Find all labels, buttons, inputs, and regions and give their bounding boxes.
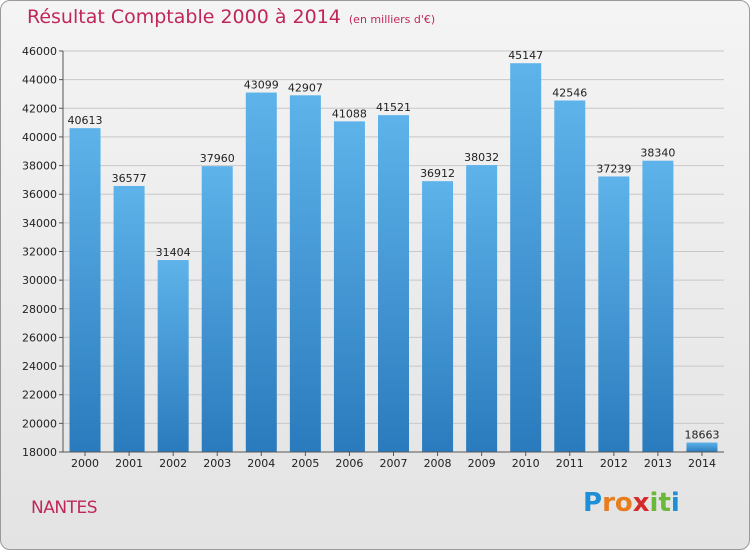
bar-2013 — [642, 160, 674, 452]
x-tick-label: 2007 — [380, 457, 408, 470]
value-label: 36912 — [420, 167, 455, 180]
value-label: 18663 — [684, 429, 719, 442]
bar-2007 — [378, 115, 409, 452]
logo-letter: t — [658, 488, 671, 518]
logo-letter: r — [602, 488, 615, 518]
y-tick-label: 32000 — [22, 246, 57, 259]
x-tick-label: 2014 — [688, 457, 716, 470]
bar-2002 — [157, 260, 189, 452]
chart-subtitle: (en milliers d'€) — [348, 13, 436, 26]
x-tick-label: 2010 — [512, 457, 540, 470]
city-name: NANTES — [31, 498, 97, 518]
bar-2006 — [333, 121, 365, 452]
x-tick-label: 2009 — [468, 457, 496, 470]
bar-2008 — [422, 181, 454, 452]
bar-2003 — [201, 166, 233, 452]
y-tick-label: 38000 — [22, 160, 57, 173]
bar-2005 — [289, 95, 321, 453]
proxiti-logo: Proxiti — [583, 488, 680, 518]
value-label: 41088 — [332, 107, 367, 120]
bar-2000 — [69, 128, 101, 452]
logo-letter: i — [670, 488, 680, 518]
x-tick-label: 2004 — [247, 457, 275, 470]
value-label: 42907 — [288, 81, 323, 94]
y-tick-label: 40000 — [22, 131, 57, 144]
value-label: 40613 — [68, 114, 103, 127]
x-tick-label: 2008 — [424, 457, 452, 470]
y-tick-label: 44000 — [22, 74, 57, 87]
y-tick-label: 22000 — [22, 389, 57, 402]
logo-letter: P — [583, 488, 603, 518]
value-label: 37960 — [200, 152, 235, 165]
axes — [59, 50, 724, 456]
bar-2011 — [554, 100, 586, 452]
value-label: 42546 — [552, 86, 587, 99]
logo-letter: x — [632, 488, 650, 518]
y-tick-label: 46000 — [22, 45, 57, 58]
value-label: 36577 — [112, 172, 147, 185]
y-tick-label: 26000 — [22, 331, 57, 344]
bar-2004 — [245, 92, 277, 453]
bar-2001 — [113, 185, 145, 453]
value-label: 31404 — [156, 246, 191, 259]
bars — [69, 63, 718, 453]
x-tick-label: 2006 — [335, 457, 363, 470]
logo-letter: i — [649, 488, 659, 518]
value-label: 41521 — [376, 101, 411, 114]
value-label: 37239 — [596, 162, 631, 175]
y-tick-label: 18000 — [22, 446, 57, 459]
x-tick-label: 2001 — [115, 457, 143, 470]
y-tick-label: 34000 — [22, 217, 57, 230]
labels: 18000 20000 22000 24000 26000 28000 30000 32000… — [22, 45, 719, 470]
bar-2009 — [466, 165, 498, 452]
x-tick-label: 2011 — [556, 457, 584, 470]
chart-title: Résultat Comptable 2000 à 2014 — [27, 6, 341, 28]
y-tick-label: 30000 — [22, 274, 57, 287]
bar-2010 — [510, 63, 542, 452]
x-tick-label: 2000 — [71, 457, 99, 470]
value-label: 43099 — [244, 79, 279, 92]
x-tick-label: 2012 — [600, 457, 628, 470]
x-tick-label: 2005 — [291, 457, 319, 470]
y-tick-label: 42000 — [22, 102, 57, 115]
bar-2012 — [598, 176, 630, 452]
y-tick-label: 36000 — [22, 188, 57, 201]
y-tick-label: 24000 — [22, 360, 57, 373]
value-label: 45147 — [508, 49, 543, 62]
y-tick-label: 20000 — [22, 417, 57, 430]
x-tick-label: 2002 — [159, 457, 187, 470]
x-tick-label: 2003 — [203, 457, 231, 470]
value-label: 38340 — [640, 147, 675, 160]
x-tick-label: 2013 — [644, 457, 672, 470]
logo-letter: o — [614, 488, 633, 518]
bar-2014 — [686, 442, 718, 452]
title-line: Résultat Comptable 2000 à 2014 (en millie… — [27, 6, 435, 28]
y-tick-label: 28000 — [22, 303, 57, 316]
value-label: 38032 — [464, 151, 499, 164]
